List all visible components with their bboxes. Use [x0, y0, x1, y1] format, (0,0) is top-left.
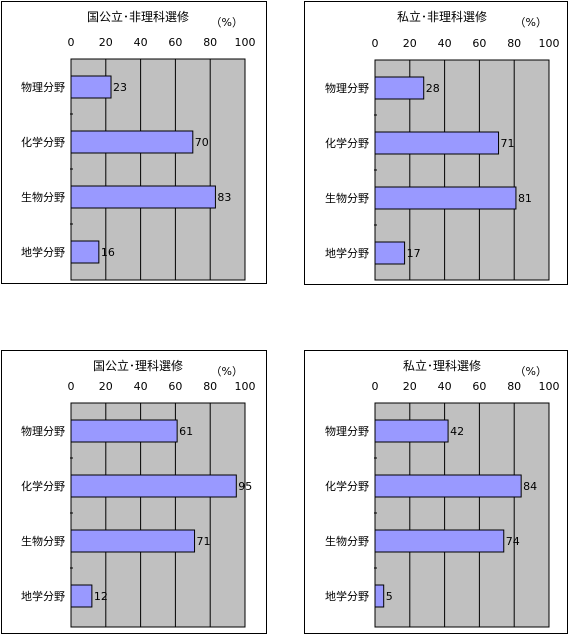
data-label: 74	[506, 535, 520, 548]
category-label: 化学分野	[21, 135, 65, 149]
bar	[374, 131, 500, 155]
bar	[374, 186, 517, 210]
bar	[374, 529, 505, 553]
bar	[70, 240, 100, 264]
data-label: 71	[501, 137, 515, 150]
x-tick-label: 80	[507, 37, 521, 50]
x-tick-label: 20	[99, 36, 113, 49]
x-tick-label: 100	[539, 37, 560, 50]
x-tick-label: 40	[438, 380, 452, 393]
x-tick-label: 20	[403, 37, 417, 50]
data-label: 70	[195, 136, 209, 149]
x-tick-label: 80	[203, 380, 217, 393]
category-label: 生物分野	[21, 190, 65, 204]
unit-label: （%）	[515, 16, 547, 29]
bar	[70, 75, 112, 99]
x-tick-label: 100	[235, 36, 256, 49]
category-label: 地学分野	[21, 245, 65, 259]
data-label: 71	[197, 535, 211, 548]
data-label: 5	[386, 590, 393, 603]
bar	[374, 474, 522, 498]
x-tick-label: 80	[507, 380, 521, 393]
x-tick-label: 100	[235, 380, 256, 393]
x-tick-label: 80	[203, 36, 217, 49]
bar	[70, 584, 93, 608]
x-tick-label: 0	[372, 380, 379, 393]
bar	[374, 76, 425, 100]
category-label: 化学分野	[325, 136, 369, 150]
unit-label: （%）	[211, 365, 243, 378]
category-label: 物理分野	[325, 424, 369, 438]
x-tick-label: 20	[403, 380, 417, 393]
category-label: 地学分野	[21, 589, 65, 603]
x-tick-label: 60	[472, 37, 486, 50]
x-tick-label: 60	[168, 36, 182, 49]
category-label: 地学分野	[325, 589, 369, 603]
data-label: 84	[523, 480, 537, 493]
category-label: 生物分野	[325, 534, 369, 548]
x-tick-label: 0	[68, 36, 75, 49]
bar	[374, 241, 406, 265]
chart-panel-4: 私立･理科選修 （%） 0 20 40 60 80 100 物理分野 42 化学分野 84 生物分野 74…	[304, 350, 568, 634]
category-label: 地学分野	[325, 246, 369, 260]
x-tick-label: 0	[68, 380, 75, 393]
x-tick-label: 60	[168, 380, 182, 393]
data-label: 12	[94, 590, 108, 603]
x-tick-label: 0	[372, 37, 379, 50]
chart-title: 国公立･非理科選修	[87, 9, 189, 24]
data-label: 17	[407, 247, 421, 260]
chart-title: 私立･理科選修	[403, 358, 481, 373]
bar	[374, 584, 385, 608]
data-label: 83	[217, 191, 231, 204]
bar	[70, 529, 196, 553]
data-label: 95	[238, 480, 252, 493]
category-label: 物理分野	[325, 81, 369, 95]
chart-title: 私立･非理科選修	[397, 9, 487, 24]
category-label: 生物分野	[21, 534, 65, 548]
bar	[70, 419, 178, 443]
x-tick-label: 60	[472, 380, 486, 393]
data-label: 81	[518, 192, 532, 205]
category-label: 物理分野	[21, 80, 65, 94]
x-tick-label: 40	[134, 380, 148, 393]
bar	[374, 419, 449, 443]
x-tick-label: 40	[438, 37, 452, 50]
bar	[70, 474, 237, 498]
data-label: 28	[426, 82, 440, 95]
chart-title: 国公立･理科選修	[93, 358, 183, 373]
bar	[70, 185, 216, 209]
category-label: 化学分野	[21, 479, 65, 493]
data-label: 61	[179, 425, 193, 438]
data-label: 23	[113, 81, 127, 94]
category-label: 物理分野	[21, 424, 65, 438]
unit-label: （%）	[515, 365, 547, 378]
category-label: 生物分野	[325, 191, 369, 205]
chart-panel-2: 私立･非理科選修 （%） 0 20 40 60 80 100 物理分野 28 化学分野 71 生物分野 8…	[304, 1, 568, 285]
category-label: 化学分野	[325, 479, 369, 493]
chart-panel-3: 国公立･理科選修 （%） 0 20 40 60 80 100 物理分野 61 化学分野 95 生物分野 7…	[1, 350, 267, 634]
data-label: 42	[450, 425, 464, 438]
x-tick-label: 20	[99, 380, 113, 393]
data-label: 16	[101, 246, 115, 259]
chart-panel-1: 国公立･非理科選修 （%） 0 20 40 60 80 100 物理分野 23 化学分野 70 生物分野…	[1, 1, 267, 284]
unit-label: （%）	[211, 16, 243, 29]
bar	[70, 130, 194, 154]
x-tick-label: 100	[539, 380, 560, 393]
x-tick-label: 40	[134, 36, 148, 49]
